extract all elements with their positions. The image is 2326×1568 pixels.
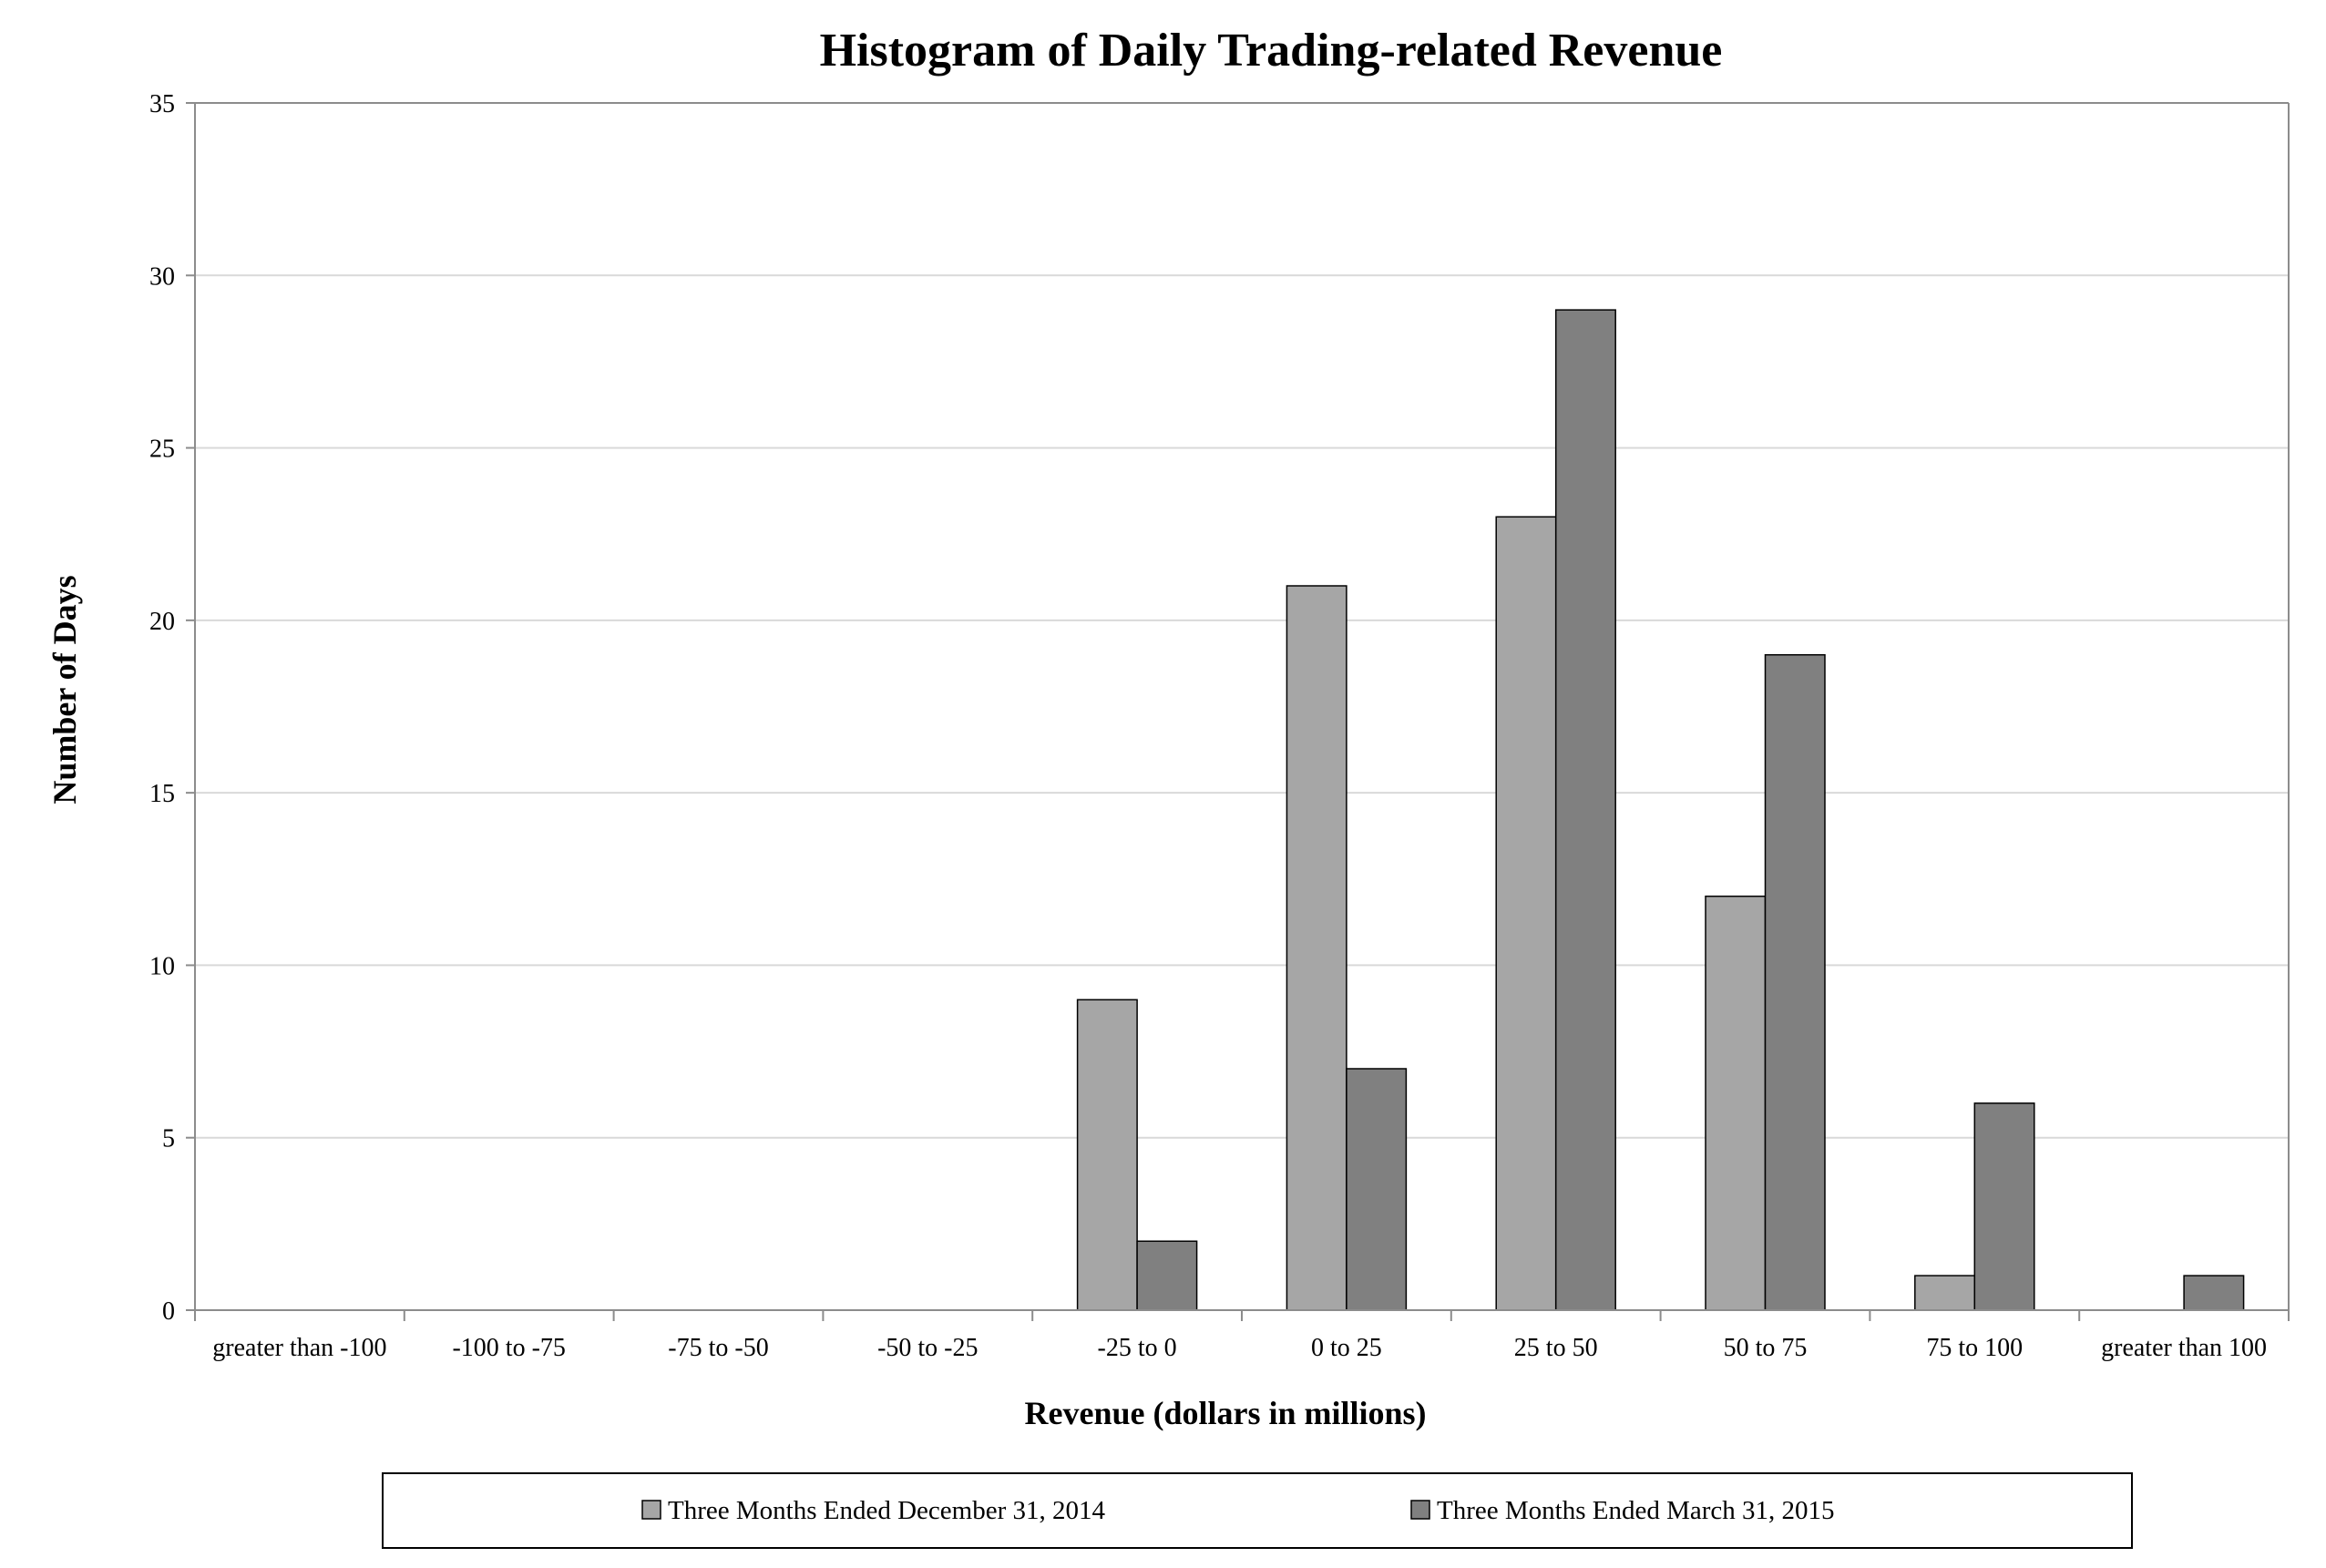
- x-tick-labels: greater than -100 -100 to -75 -75 to -50 -5…: [194, 1310, 2290, 1362]
- y-tick-label: 0: [162, 1297, 175, 1326]
- y-tick-label: 30: [149, 262, 175, 291]
- x-tick-label: 75 to 100: [1926, 1334, 2023, 1362]
- bars: [1076, 309, 2245, 1311]
- y-tick-label: 15: [149, 780, 175, 808]
- x-tick-label: -100 to -75: [452, 1334, 565, 1362]
- bar-series-1: [1076, 999, 1138, 1311]
- x-tick-label: greater than -100: [212, 1334, 386, 1362]
- x-axis-title: Revenue (dollars in millions): [1024, 1395, 1426, 1431]
- y-tick-label: 20: [149, 608, 175, 636]
- y-tick-label: 5: [162, 1125, 175, 1153]
- y-tick-label: 10: [149, 952, 175, 980]
- x-tick-label: -75 to -50: [668, 1334, 768, 1362]
- x-tick-label: 50 to 75: [1724, 1334, 1808, 1362]
- y-tick-label: 35: [149, 90, 175, 118]
- legend-label: Three Months Ended March 31, 2015: [1437, 1496, 1835, 1525]
- legend-swatch: [641, 1500, 661, 1520]
- bar-series-1: [1705, 895, 1767, 1311]
- y-tick-label: 25: [149, 436, 175, 464]
- bar-series-2: [1973, 1102, 2035, 1311]
- legend: Three Months Ended December 31, 2014 Thre…: [382, 1472, 2133, 1549]
- x-tick-label: -25 to 0: [1098, 1334, 1177, 1362]
- x-tick-label: greater than 100: [2101, 1334, 2267, 1362]
- y-axis-title: Number of Days: [46, 575, 83, 804]
- bar-series-2: [1136, 1240, 1198, 1311]
- bar-series-2: [1554, 309, 1616, 1311]
- x-tick-label: 25 to 50: [1514, 1334, 1598, 1362]
- bar-series-1: [1286, 585, 1347, 1311]
- bar-series-2: [2183, 1275, 2245, 1311]
- bar-series-2: [1346, 1068, 1408, 1311]
- chart-title: Histogram of Daily Trading-related Reven…: [820, 25, 1723, 77]
- legend-box: [382, 1472, 2133, 1549]
- legend-label: Three Months Ended December 31, 2014: [668, 1496, 1105, 1525]
- bar-series-1: [1914, 1275, 1976, 1311]
- y-tick-labels: 0 5 10 15 20 25 30 35: [149, 90, 195, 1326]
- x-tick-label: 0 to 25: [1311, 1334, 1382, 1362]
- x-tick-label: -50 to -25: [877, 1334, 978, 1362]
- bar-series-2: [1764, 653, 1826, 1311]
- gridlines: [195, 102, 2289, 1139]
- legend-swatch: [1410, 1500, 1430, 1520]
- legend-items: Three Months Ended December 31, 2014 Thre…: [641, 1496, 1835, 1525]
- bar-series-1: [1495, 516, 1557, 1311]
